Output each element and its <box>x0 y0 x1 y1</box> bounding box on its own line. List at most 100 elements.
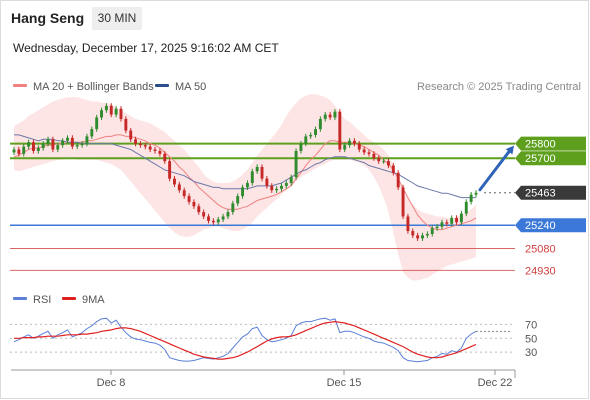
candle-body <box>158 150 162 154</box>
level-label-25700: 25700 <box>525 153 556 165</box>
candle-body <box>114 108 118 115</box>
candle-body <box>138 143 142 146</box>
candle-body <box>372 153 376 159</box>
candle-body <box>401 187 405 217</box>
candle-body <box>17 149 21 154</box>
candle-body <box>275 188 279 191</box>
candle-body <box>202 212 206 217</box>
candles-layer <box>12 103 478 241</box>
candle <box>338 109 342 153</box>
candle <box>294 148 298 180</box>
candle-body <box>100 110 103 118</box>
candle <box>143 142 147 150</box>
timeframe-button[interactable]: 30 MIN <box>92 7 142 30</box>
candle-body <box>435 226 439 229</box>
candle <box>387 158 390 169</box>
level-tag-25240: 25240 <box>515 218 586 233</box>
candle-body <box>182 190 186 197</box>
candle <box>31 139 35 154</box>
candle <box>216 216 220 225</box>
candle <box>95 114 99 132</box>
candle <box>80 141 84 148</box>
candle-body <box>411 231 415 236</box>
legend-swatch-rsi <box>13 297 27 300</box>
candle <box>445 219 449 227</box>
candle <box>226 209 230 220</box>
candle <box>231 200 235 215</box>
candle-body <box>168 161 172 179</box>
legend-rsi-label: RSI <box>33 294 51 306</box>
candle <box>46 136 50 147</box>
candle <box>464 199 468 217</box>
instrument-title: Hang Seng <box>11 10 85 26</box>
candle <box>362 146 366 156</box>
candle-body <box>56 145 60 150</box>
candle-body <box>104 105 108 111</box>
candle-body <box>391 165 395 173</box>
candle-body <box>430 228 434 234</box>
candle <box>124 116 128 134</box>
rsi-9ma-line <box>14 320 477 360</box>
forecast-arrow-head <box>505 145 514 155</box>
candle <box>391 162 395 176</box>
candle <box>221 213 225 223</box>
candle <box>61 138 65 148</box>
candle-body <box>250 171 254 183</box>
rsi-panel: 70 50 30 <box>10 317 537 363</box>
candle-body <box>343 145 347 150</box>
candle-body <box>90 129 94 137</box>
candle-body <box>211 220 215 223</box>
research-credit: Research © 2025 Trading Central <box>417 81 581 93</box>
candle <box>85 133 89 147</box>
candle <box>260 164 264 182</box>
candle-body <box>207 216 210 221</box>
candle <box>202 209 206 220</box>
datetime-label: Wednesday, December 17, 2025 9:16:02 AM … <box>13 41 279 55</box>
candle <box>90 126 94 140</box>
candle <box>75 142 79 150</box>
candle-body <box>46 139 50 144</box>
candle <box>22 143 26 157</box>
candle <box>304 133 308 147</box>
candle-body <box>192 201 196 207</box>
candle-body <box>265 178 269 186</box>
candle <box>474 190 478 198</box>
legend-ma50-label: MA 50 <box>175 81 206 93</box>
level-tag-bg-25800 <box>515 136 586 151</box>
candle-body <box>387 161 390 166</box>
candle-body <box>153 149 157 151</box>
candle <box>323 111 327 122</box>
candle-body <box>134 139 138 144</box>
candle <box>333 109 337 121</box>
candle-body <box>421 235 424 239</box>
candle <box>104 103 108 113</box>
candle-body <box>80 143 84 146</box>
candle-body <box>396 172 400 188</box>
candle-body <box>260 166 264 179</box>
candle-body <box>309 134 313 137</box>
candle <box>114 106 118 118</box>
candle-body <box>231 203 235 213</box>
candle <box>197 203 201 215</box>
candle-body <box>294 150 298 178</box>
level-label-24930: 24930 <box>525 265 556 277</box>
candle-body <box>416 235 420 239</box>
candle <box>250 168 254 186</box>
candle-body <box>173 178 176 185</box>
candle <box>275 186 279 193</box>
candle <box>382 158 386 164</box>
candle <box>153 146 157 154</box>
candle <box>129 127 133 142</box>
candle-body <box>27 142 31 147</box>
candle <box>280 183 283 192</box>
candle <box>236 193 240 206</box>
candle <box>469 192 473 205</box>
legend-swatch-ma50 <box>155 84 169 87</box>
candle <box>270 183 274 193</box>
candle-body <box>124 118 128 131</box>
candle <box>211 218 215 225</box>
candle-body <box>216 219 220 223</box>
candle <box>459 210 463 225</box>
candle <box>284 180 288 189</box>
last-price-label: 25463 <box>525 188 556 200</box>
